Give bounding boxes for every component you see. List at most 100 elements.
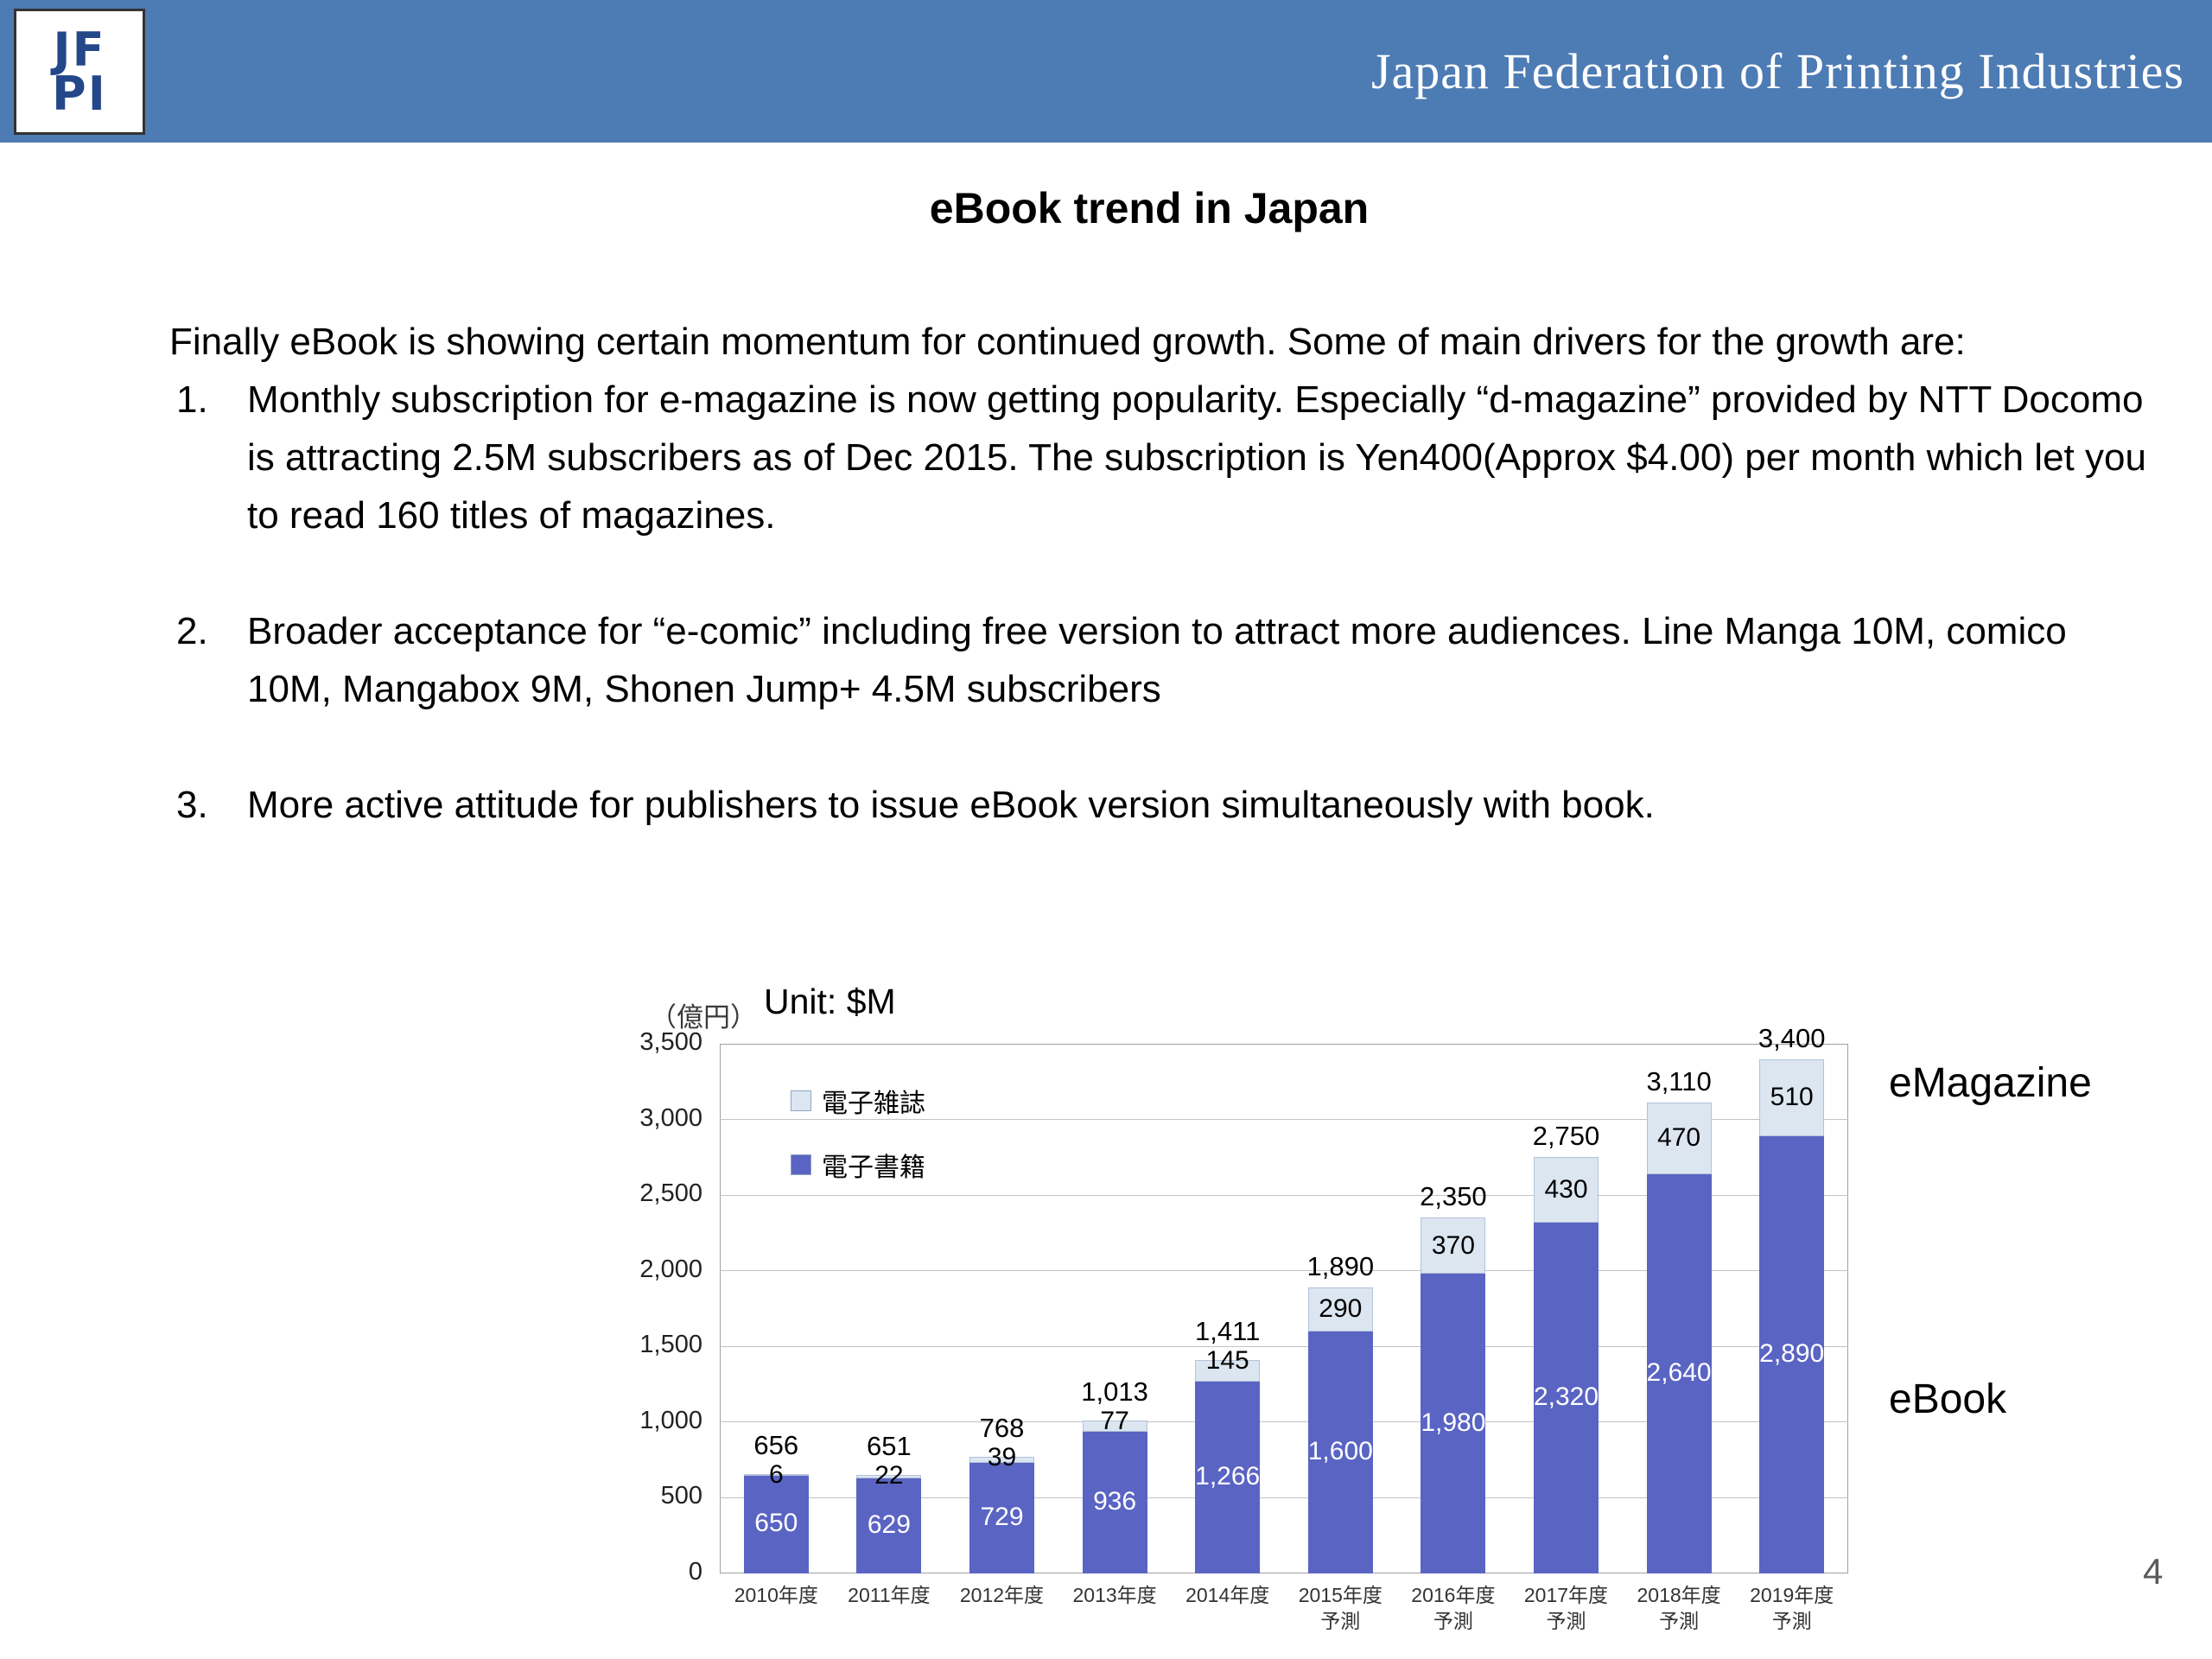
y-axis-label: 2,500 (639, 1179, 702, 1208)
category-label: 2010年度 (720, 1582, 833, 1608)
bar-segment-ebook (1195, 1382, 1261, 1573)
bar-value-ebook: 2,640 (1646, 1357, 1712, 1387)
category-label-line: 2012年度 (959, 1584, 1045, 1606)
category-label-line: 2018年度 (1637, 1584, 1721, 1606)
grid-line (720, 1497, 1848, 1498)
bar-segment-emagazine (856, 1474, 922, 1478)
category-label-line: 予測 (1771, 1610, 1812, 1632)
bar-value-ebook: 1,980 (1421, 1408, 1486, 1437)
bar-value-emagazine: 39 (987, 1443, 1017, 1472)
bar-segment-ebook (1646, 1173, 1712, 1573)
category-label-line: 2017年度 (1523, 1584, 1609, 1606)
series-label-emagazine: eMagazine (1889, 1060, 2092, 1106)
category-label: 2018年度 予測 (1623, 1582, 1736, 1634)
list-item: 1. Monthly subscription for e-magazine is… (169, 371, 2150, 544)
unit-label: Unit: $M (764, 982, 896, 1021)
category-label: 2012年度 (945, 1582, 1058, 1608)
series-label-ebook: eBook (1889, 1376, 2007, 1422)
bar-segment-emagazine (969, 1457, 1034, 1464)
y-axis-label: 2,000 (639, 1255, 702, 1283)
bar-segment-ebook (743, 1475, 809, 1573)
axis-unit-jp-label: （億円） (650, 1002, 757, 1033)
category-label-line: 予測 (1433, 1610, 1473, 1632)
bar-segment-ebook (1421, 1274, 1486, 1573)
bar-value-ebook: 2,890 (1759, 1338, 1825, 1368)
bar-segment-emagazine (743, 1474, 809, 1477)
grid-line (720, 1421, 1848, 1423)
page-number: 4 (2143, 1551, 2164, 1592)
category-label-line: 2011年度 (848, 1584, 931, 1606)
grid-line (720, 1345, 1848, 1347)
bar-segment-emagazine (1534, 1157, 1599, 1223)
y-axis-label: 1,000 (639, 1406, 702, 1434)
bar-value-emagazine: 430 (1544, 1175, 1588, 1204)
header-bar: Japan Federation of Printing Industries (0, 0, 2212, 143)
category-label-line: 予測 (1546, 1610, 1586, 1632)
bar-segment-ebook (1759, 1135, 1825, 1573)
bar-total-label: 2,750 (1532, 1121, 1600, 1152)
bar-value-emagazine: 77 (1100, 1406, 1129, 1435)
legend-label: 電子雑誌 (822, 1090, 925, 1118)
list-item: 2. Broader acceptance for “e-comic” inclu… (169, 602, 2150, 718)
bar-value-emagazine: 290 (1319, 1294, 1363, 1324)
y-axis-label: 3,500 (639, 1028, 702, 1056)
list-item-text: Monthly subscription for e-magazine is n… (247, 378, 2146, 537)
bar-value-ebook: 650 (754, 1509, 798, 1538)
category-label-line: 2013年度 (1072, 1584, 1157, 1606)
bar-value-ebook: 936 (1093, 1487, 1137, 1516)
category-label-line: 2014年度 (1185, 1584, 1270, 1606)
category-label-line: 2010年度 (734, 1584, 818, 1606)
category-label: 2019年度 予測 (1735, 1582, 1848, 1634)
intro-paragraph: Finally eBook is showing certain momentu… (169, 321, 1966, 363)
bar-value-emagazine: 22 (874, 1460, 904, 1490)
bar-value-emagazine: 6 (768, 1460, 784, 1490)
grid-line (720, 1194, 1848, 1196)
category-label-line: 2019年度 (1750, 1584, 1834, 1606)
legend-item: 電子書籍 (791, 1146, 925, 1184)
category-label-line: 2016年度 (1411, 1584, 1496, 1606)
y-axis-label: 500 (660, 1482, 702, 1510)
numbered-points: 1. Monthly subscription for e-magazine is… (169, 371, 2150, 834)
y-axis-label: 1,500 (639, 1331, 702, 1359)
bar-segment-emagazine (1759, 1058, 1825, 1136)
bar-total-label: 651 (867, 1430, 912, 1461)
bar-total-label: 1,013 (1081, 1376, 1148, 1407)
bar-value-emagazine: 370 (1431, 1230, 1475, 1260)
bar-value-ebook: 629 (867, 1510, 911, 1539)
bar-segment-ebook (856, 1478, 922, 1573)
category-label: 2013年度 (1058, 1582, 1172, 1608)
legend-swatch (791, 1090, 811, 1111)
logo-text-pi: PI (52, 67, 107, 121)
category-label-line: 予測 (1320, 1610, 1361, 1632)
org-name: Japan Federation of Printing Industries (1370, 43, 2184, 99)
category-label: 2016年度 予測 (1397, 1582, 1510, 1634)
jfpi-logo: JF PI (14, 9, 145, 135)
bar-segment-emagazine (1307, 1287, 1373, 1332)
bar-value-emagazine: 470 (1657, 1123, 1701, 1153)
bar-segment-ebook (1307, 1331, 1373, 1573)
bar-total-label: 3,400 (1758, 1022, 1826, 1053)
y-axis-label: 3,000 (639, 1103, 702, 1132)
bar-total-label: 1,890 (1306, 1250, 1375, 1281)
y-axis-label: 0 (688, 1558, 702, 1586)
category-label-line: 2015年度 (1298, 1584, 1382, 1606)
bar-value-ebook: 1,266 (1195, 1462, 1261, 1491)
category-label: 2017年度 予測 (1510, 1582, 1623, 1634)
grid-line (720, 1119, 1848, 1121)
bar-total-label: 656 (753, 1430, 799, 1461)
category-label: 2011年度 (833, 1582, 946, 1608)
legend-swatch (791, 1154, 811, 1175)
legend-item: 電子雑誌 (791, 1082, 925, 1120)
bar-segment-ebook (969, 1463, 1034, 1573)
bar-segment-ebook (1082, 1432, 1147, 1573)
category-label-line: 予測 (1659, 1610, 1700, 1632)
list-item-text: Broader acceptance for “e-comic” includi… (247, 610, 2067, 710)
bar-segment-emagazine (1421, 1217, 1486, 1274)
list-item-text: More active attitude for publishers to i… (247, 784, 1655, 826)
bar-segment-emagazine (1646, 1103, 1712, 1174)
category-label: 2014年度 (1171, 1582, 1284, 1608)
bar-value-ebook: 729 (980, 1503, 1024, 1532)
grid-line (720, 1270, 1848, 1272)
bar-segment-emagazine (1195, 1359, 1261, 1382)
legend-label: 電子書籍 (822, 1154, 925, 1182)
